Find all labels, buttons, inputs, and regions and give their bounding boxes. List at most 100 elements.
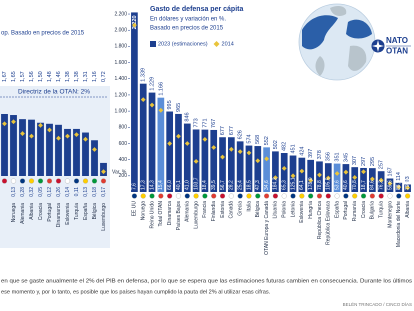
flag: [167, 193, 173, 199]
marker-2014: [211, 145, 217, 150]
flag: [1, 178, 8, 184]
flag: [64, 178, 71, 184]
marker-2014: [20, 131, 25, 136]
value-label: 965: [176, 103, 182, 112]
marker-2014: [220, 154, 225, 160]
x-tick-label: Estonia: [220, 201, 226, 218]
legend-marker: [150, 41, 156, 47]
change-label: 40,1: [176, 180, 182, 190]
y-tick-label: 1.400: [114, 76, 127, 82]
bar: [19, 119, 26, 176]
flag: [73, 178, 80, 184]
bar: [245, 145, 253, 192]
marker-2014: [140, 97, 146, 103]
logo-text: OTAN: [386, 47, 408, 56]
change-label: 76,3: [378, 180, 384, 190]
x-tick-label: Hungría: [308, 201, 314, 219]
marker-2014: [290, 173, 296, 179]
flag: [211, 193, 217, 199]
bar: [307, 159, 315, 192]
bar: [236, 141, 244, 192]
x-tick-label: Lituania: [273, 201, 279, 219]
value-label: 0,72: [101, 71, 107, 82]
legend-marker: [213, 41, 220, 47]
flag: [405, 193, 411, 199]
change-label: 88,5: [396, 180, 402, 190]
flag: [325, 193, 331, 199]
x-tick-label: Noruega: [11, 203, 17, 222]
bar: [55, 124, 62, 176]
marker-2014: [396, 184, 402, 190]
marker-2014: [56, 135, 61, 141]
nato-logo: NATO OTAN: [371, 36, 411, 56]
flag: [10, 178, 17, 184]
change-label: 0,26: [56, 187, 62, 197]
value-label: 1,38: [74, 71, 80, 82]
bar: [1, 113, 8, 176]
value-label: 93: [405, 176, 411, 182]
value-label: 345: [343, 153, 349, 162]
marker-2014: [193, 158, 199, 164]
marker-2014: [378, 177, 384, 183]
value-label: 397: [308, 149, 314, 158]
x-tick-label: Albania: [29, 203, 35, 220]
marker-2014: [255, 158, 261, 164]
flag: [299, 193, 305, 199]
change-label: 0,05: [38, 187, 44, 197]
bar: [298, 157, 306, 192]
bar: [37, 122, 44, 176]
value-label: 1.166: [158, 82, 164, 96]
value-label: 257: [379, 160, 385, 169]
x-tick-label: Luxemburgo: [101, 203, 107, 231]
flag: [237, 193, 243, 199]
flag: [343, 193, 349, 199]
value-label: 356: [326, 152, 332, 161]
change-label: 47,3: [255, 180, 261, 190]
flag: [255, 193, 261, 199]
change-label: 0,17: [101, 187, 107, 197]
value-label: 502: [273, 140, 279, 149]
value-label: 1,38: [65, 71, 71, 82]
flag: [246, 193, 252, 199]
change-label: 59,6: [387, 180, 393, 190]
x-tick-label: Montenegro: [387, 201, 393, 228]
bar: [333, 163, 341, 192]
flag: [91, 178, 98, 184]
chart-subtitle: Basado en precios de 2015: [150, 26, 224, 32]
change-label: 0,13: [11, 187, 17, 197]
value-label: 626: [238, 130, 244, 139]
change-label: 18,7: [361, 180, 367, 190]
x-tick-label: EE UU: [132, 201, 138, 217]
x-tick-label: Noruega: [141, 201, 147, 220]
value-label: 1,48: [47, 71, 53, 82]
x-tick-label: República Checa: [317, 201, 323, 239]
marker-2014: [334, 171, 340, 176]
marker-2014: [299, 168, 305, 174]
change-label: 14,3: [149, 180, 155, 190]
flag: [316, 193, 323, 199]
flag: [219, 193, 226, 199]
marker-2014: [273, 175, 278, 181]
y-tick-label: 1.200: [114, 92, 127, 98]
marker-2014: [29, 133, 34, 139]
marker-2014: [184, 141, 190, 146]
y-tick-label: 600: [119, 141, 128, 147]
change-label: 184,3: [273, 177, 279, 190]
value-label: 451: [290, 144, 296, 153]
change-axis-label: Var. %: [112, 169, 127, 175]
flag: [37, 178, 44, 184]
change-label: 0,14: [65, 187, 71, 197]
value-label: 424: [299, 147, 305, 156]
x-tick-label: Bélgica: [92, 203, 98, 220]
value-label: 482: [282, 142, 288, 151]
y-tick-label: 1.000: [114, 108, 127, 114]
footnote: ese momento y, por lo tanto, es posible …: [1, 289, 271, 295]
flag: [140, 193, 146, 199]
bar: [10, 115, 17, 176]
bar: [91, 140, 98, 176]
change-label: 25,4: [237, 180, 243, 190]
marker-2014: [83, 136, 88, 142]
change-label: 18,5: [246, 180, 252, 190]
value-label: 574: [246, 134, 252, 143]
